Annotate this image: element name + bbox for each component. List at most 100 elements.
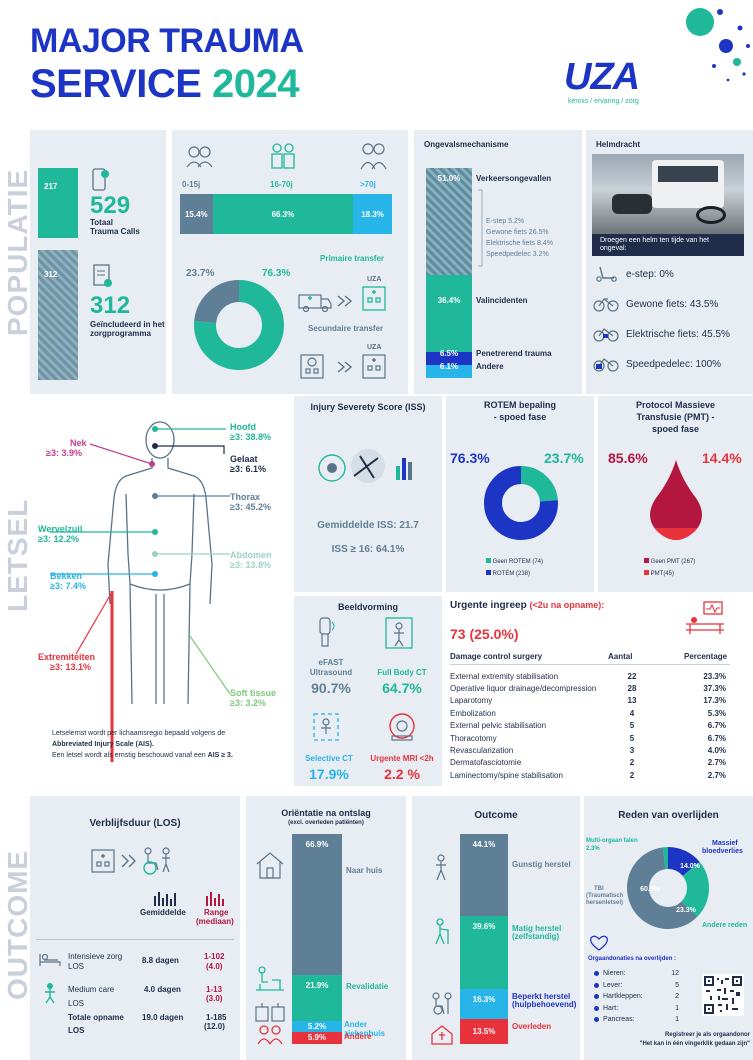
- transfer-donut-chart: [194, 280, 284, 370]
- table-row: Operative liquor drainage/decompression 2…: [450, 682, 730, 694]
- selective-ct-icon: [313, 713, 339, 741]
- full-body-ct-icon: [385, 617, 413, 649]
- page-title-line2: SERVICE 2024: [30, 62, 299, 107]
- mri-icon: [389, 713, 415, 741]
- donation-organ: Lever:: [603, 981, 623, 989]
- helmet-item-2: Elektrische fiets: 45.5%: [626, 329, 730, 340]
- surgery-count: 22: [627, 671, 637, 681]
- adult-icon: [271, 143, 295, 169]
- primary-transfer-label: Primaire transfer: [320, 254, 385, 263]
- document-icon: [93, 264, 112, 287]
- region-nek-name: Nek: [70, 438, 87, 448]
- walking-person-icon: [436, 854, 446, 881]
- los-row2-mean: 19.0 dagen: [142, 1013, 184, 1022]
- death-donut-value-0: 60.5%: [640, 886, 661, 893]
- outcome-bar-value-3: 13.5%: [472, 1027, 496, 1036]
- age-group-0: 0-15j: [182, 180, 201, 189]
- orientation-panel: Oriëntatie na ontslag (excl. overleden p…: [246, 796, 406, 1060]
- surgery-pct: 6.7%: [707, 733, 726, 743]
- orientation-label-0: Naar huis: [346, 866, 383, 875]
- region-bekken-value: ≥3: 7.4%: [50, 581, 86, 591]
- rotem-legend-1: ROTEM (238): [486, 570, 530, 577]
- rehab-icon: [256, 966, 284, 991]
- region-thorax-value: ≥3: 45.2%: [230, 502, 271, 512]
- hospital-to-wheelchair-icon: [91, 847, 170, 875]
- calls-bar-bottom: 312: [38, 250, 78, 380]
- accident-photo: [592, 154, 744, 234]
- calls-bar-bottom-label: 312: [44, 270, 58, 279]
- surgery-count: 2: [629, 758, 635, 768]
- legend-swatch-teal: [486, 558, 491, 563]
- mechanism-value-0: 51.0%: [437, 174, 461, 183]
- helmet-item-1: Gewone fiets: 43.5%: [626, 299, 719, 310]
- los-row1-range: 1-13: [206, 985, 223, 994]
- donation-title: Orgaandonaties na overlijden :: [588, 956, 677, 962]
- outcome-bar-segment-0: 44.1%: [460, 834, 508, 916]
- outcome-bar-segment-3: 13.5%: [460, 1019, 508, 1044]
- table-row: External extremity stabilisation 22 23.3%: [450, 670, 730, 682]
- table-row: Dermatofasciotomie 2 2.7%: [450, 757, 730, 769]
- rotem-panel: ROTEM bepaling - spoed fase 76.3% 23.7% …: [446, 396, 594, 592]
- death-multi-label: Multi-orgaan falen: [586, 838, 638, 844]
- surgery-pct: 4.0%: [707, 746, 726, 756]
- sct-label: Selective CT: [305, 754, 353, 763]
- arrow-icon: [337, 295, 353, 307]
- outcome-bar-segment-2: 16.3%: [460, 988, 508, 1020]
- efast-label1: eFAST: [318, 658, 344, 667]
- pmt-right-value: 14.4%: [702, 450, 742, 466]
- helmet-item-3: Speedpedelec: 100%: [626, 359, 722, 370]
- region-hoofd-name: Hoofd: [230, 422, 256, 432]
- urgent-title-a: Urgente ingreep: [450, 600, 530, 611]
- los-row1-mean: 4.0 dagen: [144, 985, 181, 994]
- death-other-label: Andere reden: [702, 922, 748, 929]
- region-extremiteiten-name: Extremiteiten: [38, 652, 96, 662]
- age-transfer-panel: 0-15j 16-70j >70j 15.4% 66.3% 18.3% Prim…: [172, 130, 408, 394]
- los-row0-range: 1-102: [204, 952, 225, 961]
- pmt-legend-0-label: Geen PMT (267): [650, 559, 696, 565]
- donation-row: Pancreas: 1: [588, 1014, 684, 1026]
- los-row0-median: (4.0): [206, 962, 223, 971]
- trauma-calls-panel: 217 312 529 Totaal Trauma Calls 312 Geïn…: [30, 130, 166, 394]
- surgery-count: 5: [629, 721, 635, 731]
- rotem-right-value: 23.7%: [544, 450, 584, 466]
- pmt-panel: Protocol Massieve Transfusie (PMT) - spo…: [598, 396, 753, 592]
- qr-code[interactable]: [702, 974, 744, 1016]
- mechanism-panel: Ongevalsmechanisme 51.0% Verkeersongeval…: [414, 130, 582, 394]
- donation-organ: Pancreas:: [603, 1016, 635, 1024]
- surgery-pct: 2.7%: [707, 770, 726, 780]
- outcome-label-2b: (hulpbehoevend): [512, 1000, 577, 1009]
- outcome-bar-segment-1: 39.6%: [460, 915, 508, 989]
- donation-row: Nieren: 12: [588, 968, 684, 980]
- mechanism-sub-3: Speedpedelec 3.2%: [486, 251, 549, 258]
- region-hoofd-value: ≥3: 38.8%: [230, 432, 271, 442]
- region-extremiteiten-value: ≥3: 13.1%: [50, 662, 91, 672]
- urgent-title-b: (<2u na opname):: [529, 600, 605, 610]
- surgery-name: Dermatofasciotomie: [450, 758, 522, 768]
- people-icon: [257, 1025, 283, 1045]
- pmt-title-2: Transfusie (PMT) -: [636, 412, 715, 422]
- outcome-title: Outcome: [474, 810, 518, 821]
- surgery-pct: 37.3%: [703, 684, 726, 694]
- mechanism-bracket: [478, 189, 483, 267]
- body-connector-lines: [50, 426, 231, 762]
- range-bars-icon: [206, 892, 224, 906]
- age-value-1: 66.3%: [271, 209, 295, 219]
- los-row1-median: (3.0): [206, 994, 223, 1003]
- table-row: Revascularization 3 4.0%: [450, 744, 730, 756]
- orientation-bar-segment-1: 21.9%: [292, 974, 342, 1021]
- los-header-divider: [36, 939, 234, 940]
- donation-dot-icon: [594, 994, 599, 1000]
- orientation-label-1: Revalidatie: [346, 982, 389, 991]
- mean-bars-icon: [154, 892, 176, 906]
- pmt-legend-1: PMT(45): [644, 570, 674, 577]
- death-causes-panel: Reden van overlijden Multi-orgaan falen …: [584, 796, 753, 1060]
- region-abdomen-value: ≥3: 13.8%: [230, 560, 271, 570]
- orientation-bar-segment-3: 5.9%: [292, 1031, 342, 1044]
- trauma-icons: [318, 449, 412, 483]
- sct-value: 17.9%: [309, 766, 349, 782]
- rotem-title-1: ROTEM bepaling: [484, 400, 556, 410]
- donation-dot-icon: [594, 1017, 599, 1023]
- surgery-name: Embolization: [450, 708, 496, 718]
- ultrasound-icon: [319, 617, 335, 647]
- death-multi-value: 2.3%: [586, 846, 600, 852]
